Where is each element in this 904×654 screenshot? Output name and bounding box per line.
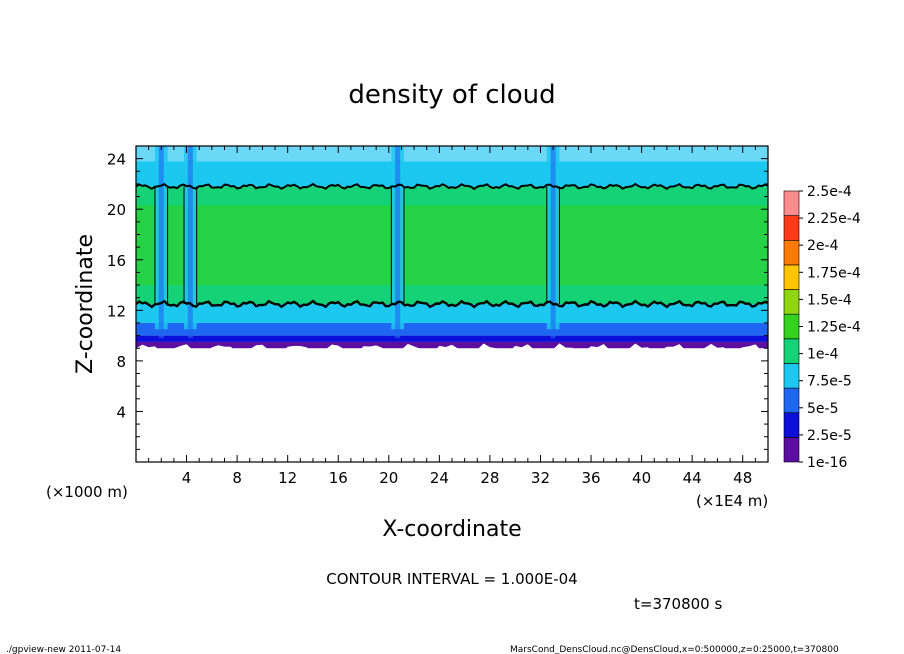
colorbar-swatch <box>783 190 800 216</box>
colorbar-swatch <box>783 363 800 389</box>
x-unit-left-label: (×1000 m) <box>46 483 128 501</box>
x-tick-label: 24 <box>430 469 449 487</box>
x-tick-label: 28 <box>480 469 499 487</box>
colorbar-label: 5e-5 <box>807 401 838 417</box>
x-tick-label: 12 <box>278 469 297 487</box>
colorbar-label: 2.25e-4 <box>807 211 861 227</box>
colorbar-label: 1.25e-4 <box>807 320 861 336</box>
vertical-channel-core <box>187 146 193 339</box>
contour-line-upper <box>136 182 768 191</box>
x-axis: 4 8 12 16 20 24 28 32 36 40 44 48 <box>148 146 756 487</box>
y-axis: 4 8 12 16 20 24 <box>107 151 768 450</box>
colorbar-label: 1.75e-4 <box>807 265 861 281</box>
colorbar-swatch <box>783 412 800 438</box>
x-unit-right-label: (×1E4 m) <box>696 492 768 510</box>
contour-line-lower <box>136 299 768 309</box>
colorbar-label: 2e-4 <box>807 238 839 254</box>
colorbar-label: 1.5e-4 <box>807 292 852 308</box>
colorbar-label: 1e-4 <box>807 347 839 363</box>
y-tick-label: 4 <box>116 403 126 421</box>
vertical-channel-core <box>395 146 401 339</box>
plot-area <box>135 145 769 463</box>
y-axis-label: Z-coordinate <box>73 234 98 374</box>
clear-air-region <box>136 343 768 462</box>
x-tick-label: 36 <box>581 469 600 487</box>
density-band <box>136 304 768 323</box>
chart-title: density of cloud <box>348 80 555 110</box>
colorbar-swatch <box>783 289 800 315</box>
contour-interval-text: CONTOUR INTERVAL = 1.000E-04 <box>326 570 577 588</box>
x-tick-label: 40 <box>632 469 651 487</box>
x-tick-label: 20 <box>379 469 398 487</box>
x-tick-label: 16 <box>329 469 348 487</box>
vertical-channel-core <box>158 146 164 339</box>
density-band <box>136 322 768 336</box>
density-band <box>136 335 768 342</box>
y-tick-label: 20 <box>107 201 126 219</box>
colorbar-label: 1e-16 <box>807 455 847 471</box>
footer-left-text: ./gpview-new 2011-07-14 <box>6 645 121 654</box>
colorbar-swatch <box>783 338 800 364</box>
x-tick-label: 48 <box>733 469 752 487</box>
y-tick-label: 8 <box>116 353 126 371</box>
colorbar-label: 2.5e-5 <box>807 428 852 444</box>
time-stamp-text: t=370800 s <box>634 595 722 613</box>
footer-right-text: MarsCond_DensCloud.nc@DensCloud,x=0:5000… <box>510 645 839 654</box>
x-tick-label: 8 <box>232 469 242 487</box>
colorbar-swatch <box>783 437 800 463</box>
colorbar-swatch <box>783 239 800 266</box>
colorbar: 1e-16 2.5e-5 5e-5 7.5e-5 1e-4 1.25e-4 1.5e-4 1.… <box>783 184 861 471</box>
x-axis-label: X-coordinate <box>382 517 521 542</box>
colorbar-label: 2.5e-4 <box>807 184 852 200</box>
y-tick-label: 12 <box>107 302 126 320</box>
colorbar-swatch <box>783 313 800 340</box>
density-band <box>136 146 768 162</box>
vertical-channel-core <box>550 146 556 339</box>
y-tick-label: 24 <box>107 151 126 169</box>
x-tick-label: 4 <box>182 469 192 487</box>
density-band <box>136 161 768 187</box>
x-tick-label: 44 <box>683 469 702 487</box>
density-field <box>136 146 768 462</box>
colorbar-swatch <box>783 387 800 414</box>
colorbar-label: 7.5e-5 <box>807 374 852 390</box>
colorbar-swatch <box>783 215 800 241</box>
colorbar-swatch <box>783 264 800 290</box>
contour-lines <box>136 182 768 309</box>
density-core <box>136 205 768 286</box>
x-tick-label: 32 <box>531 469 550 487</box>
y-tick-label: 16 <box>107 252 126 270</box>
